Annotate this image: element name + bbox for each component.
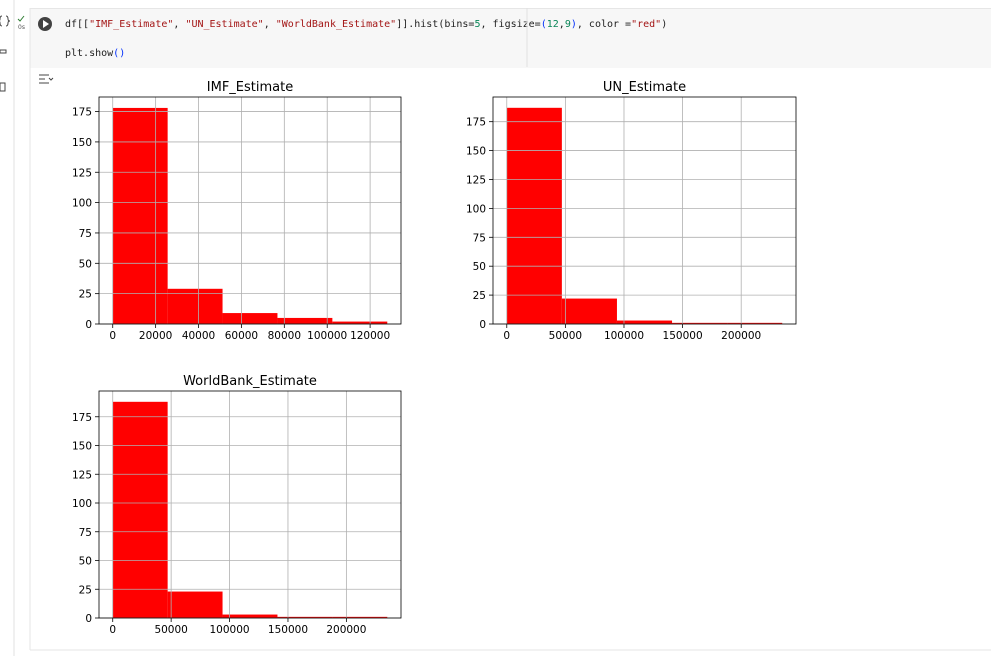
chart-title: UN_Estimate bbox=[603, 80, 686, 95]
code-token: , figsize= bbox=[480, 19, 541, 30]
bar bbox=[222, 614, 278, 618]
bar bbox=[672, 322, 728, 324]
x-tick-label: 200000 bbox=[326, 624, 366, 636]
y-tick-label: 175 bbox=[466, 117, 486, 129]
code-token: "IMF_Estimate" bbox=[89, 19, 174, 30]
x-tick-label: 0 bbox=[503, 330, 510, 342]
code-token: plt.show bbox=[65, 48, 114, 59]
y-tick-label: 175 bbox=[72, 107, 92, 119]
bar bbox=[332, 616, 388, 618]
code-token: , bbox=[558, 19, 565, 30]
bar bbox=[727, 322, 783, 324]
x-tick-label: 80000 bbox=[268, 330, 301, 342]
bar bbox=[277, 616, 333, 618]
y-tick-label: 125 bbox=[72, 469, 92, 481]
y-tick-label: 125 bbox=[72, 167, 92, 179]
x-tick-label: 0 bbox=[109, 330, 116, 342]
bar bbox=[561, 298, 617, 324]
code-token: df[[ bbox=[65, 19, 90, 30]
x-tick-label: 150000 bbox=[268, 624, 308, 636]
code-line[interactable]: plt.show() bbox=[65, 48, 125, 59]
y-tick-label: 50 bbox=[79, 258, 92, 270]
y-tick-label: 75 bbox=[79, 228, 92, 240]
code-token: "WorldBank_Estimate" bbox=[275, 19, 397, 30]
x-tick-label: 50000 bbox=[549, 330, 582, 342]
bar bbox=[112, 107, 168, 324]
y-tick-label: 100 bbox=[466, 203, 486, 215]
y-tick-label: 0 bbox=[479, 319, 486, 331]
y-tick-label: 50 bbox=[79, 556, 92, 568]
plot-frame bbox=[98, 96, 402, 325]
bar bbox=[112, 401, 168, 618]
code-token: , bbox=[173, 19, 186, 30]
sidebar-icon[interactable] bbox=[0, 82, 6, 92]
x-tick-label: 0 bbox=[109, 624, 116, 636]
y-tick-label: 100 bbox=[72, 198, 92, 210]
y-tick-label: 100 bbox=[72, 498, 92, 510]
code-token: , bbox=[263, 19, 276, 30]
plot-frame bbox=[492, 96, 797, 325]
code-token: ) bbox=[661, 19, 668, 30]
code-token: "red" bbox=[631, 19, 662, 30]
code-token: ) bbox=[570, 19, 577, 30]
y-tick-label: 0 bbox=[85, 613, 92, 625]
bar bbox=[167, 288, 223, 324]
x-tick-label: 40000 bbox=[182, 330, 215, 342]
code-line[interactable]: df[["IMF_Estimate", "UN_Estimate", "Worl… bbox=[65, 19, 667, 30]
x-tick-label: 100000 bbox=[307, 330, 347, 342]
y-tick-label: 150 bbox=[72, 137, 92, 149]
bar bbox=[277, 317, 333, 324]
bar bbox=[222, 313, 278, 324]
x-tick-label: 50000 bbox=[154, 624, 187, 636]
x-tick-label: 150000 bbox=[663, 330, 703, 342]
y-tick-label: 150 bbox=[72, 441, 92, 453]
bar bbox=[332, 321, 388, 324]
y-tick-label: 75 bbox=[473, 232, 486, 244]
y-tick-label: 75 bbox=[79, 527, 92, 539]
y-tick-label: 0 bbox=[85, 319, 92, 331]
y-tick-label: 150 bbox=[466, 146, 486, 158]
output-icon bbox=[39, 74, 54, 84]
sidebar-icon[interactable] bbox=[0, 49, 7, 54]
bar bbox=[616, 320, 673, 324]
chart-title: IMF_Estimate bbox=[207, 80, 293, 95]
bar bbox=[506, 107, 562, 324]
success-check bbox=[17, 15, 25, 22]
code-token: "UN_Estimate" bbox=[185, 19, 264, 30]
bar bbox=[167, 591, 223, 618]
x-tick-label: 60000 bbox=[225, 330, 258, 342]
x-tick-label: 20000 bbox=[139, 330, 172, 342]
run-icon bbox=[43, 20, 49, 28]
code-token: , color = bbox=[576, 19, 632, 30]
y-tick-label: 50 bbox=[473, 261, 486, 273]
chart-title: WorldBank_Estimate bbox=[183, 374, 317, 389]
code-token: ( bbox=[540, 19, 547, 30]
plot-frame bbox=[98, 390, 402, 619]
code-token: ]].hist(bins= bbox=[396, 19, 475, 30]
code-token: 5 bbox=[474, 19, 481, 30]
code-token: () bbox=[113, 48, 126, 59]
output-toggle[interactable] bbox=[39, 74, 54, 84]
run-time: 0s bbox=[18, 24, 25, 31]
x-tick-label: 200000 bbox=[721, 330, 761, 342]
y-tick-label: 25 bbox=[79, 584, 92, 596]
x-tick-label: 100000 bbox=[210, 624, 250, 636]
y-tick-label: 125 bbox=[466, 174, 486, 186]
code-icon[interactable] bbox=[0, 15, 11, 27]
y-tick-label: 25 bbox=[473, 290, 486, 302]
code-token: 9 bbox=[564, 19, 571, 30]
y-tick-label: 25 bbox=[79, 289, 92, 301]
code-cell[interactable]: df[["IMF_Estimate", "UN_Estimate", "Worl… bbox=[30, 8, 991, 68]
x-tick-label: 120000 bbox=[350, 330, 390, 342]
code-token: 12 bbox=[546, 19, 559, 30]
x-tick-label: 100000 bbox=[604, 330, 644, 342]
y-tick-label: 175 bbox=[72, 412, 92, 424]
